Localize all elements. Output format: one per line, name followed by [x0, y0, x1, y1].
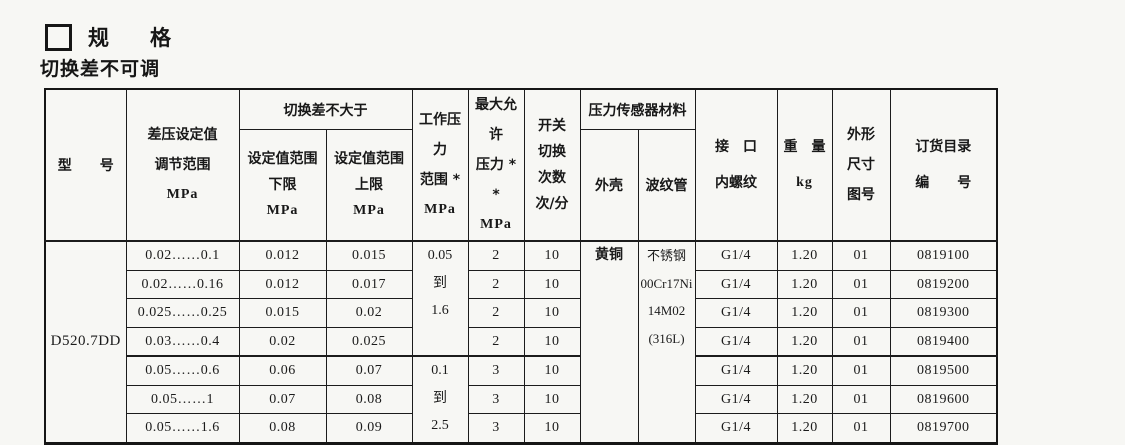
cell-freq: 10 [523, 298, 581, 328]
header-bellows: 波纹管 [637, 129, 696, 243]
cell-connection: G1/4 [694, 298, 778, 328]
cell-weight: 1.20 [776, 355, 833, 386]
cell-lower: 0.06 [238, 355, 327, 386]
cell-catalog: 0819300 [889, 298, 998, 328]
cell-weight: 1.20 [776, 384, 833, 414]
cell-lower: 0.08 [238, 413, 327, 444]
cell-weight: 1.20 [776, 298, 833, 328]
header-catalog-number: 订货目录 编 号 [889, 88, 998, 242]
header-upper-limit: 设定值范围 上限 MPa [325, 129, 413, 243]
cell-weight: 1.20 [776, 269, 833, 299]
cell-figure: 01 [831, 326, 891, 357]
header-setting-range: 差压设定值 调节范围 MPa [125, 88, 240, 242]
cell-weight: 1.20 [776, 413, 833, 444]
cell-upper: 0.02 [325, 298, 413, 328]
cell-max: 3 [467, 355, 525, 386]
header-connection: 接 口 内螺纹 [694, 88, 778, 242]
cell-range: 0.05……0.6 [125, 355, 240, 386]
cell-range: 0.02……0.16 [125, 269, 240, 299]
cell-range: 0.025……0.25 [125, 298, 240, 328]
cell-range: 0.05……1 [125, 384, 240, 414]
cell-upper: 0.07 [325, 355, 413, 386]
cell-weight: 1.20 [776, 240, 833, 271]
cell-catalog: 0819200 [889, 269, 998, 299]
housing-material-cell: 黄铜 [579, 240, 639, 444]
header-max-pressure: 最大允许 压力 * * MPa [467, 88, 525, 242]
table-row: 0.02……0.16 0.012 0.017 2 10 G1/4 1.20 01… [45, 269, 998, 299]
cell-figure: 01 [831, 355, 891, 386]
section-title-row: 规 格 [45, 22, 181, 52]
cell-max: 3 [467, 413, 525, 444]
header-switch-frequency: 开关 切换 次数 次/分 [523, 88, 581, 242]
table-row: 0.025……0.25 0.015 0.02 2 10 G1/4 1.20 01… [45, 298, 998, 328]
cell-catalog: 0819400 [889, 326, 998, 357]
cell-range: 0.05……1.6 [125, 413, 240, 444]
cell-upper: 0.08 [325, 384, 413, 414]
cell-connection: G1/4 [694, 269, 778, 299]
cell-freq: 10 [523, 269, 581, 299]
table-row: 0.05……1.6 0.08 0.09 3 10 G1/4 1.20 01 08… [45, 413, 998, 444]
cell-freq: 10 [523, 413, 581, 444]
subtitle: 切换差不可调 [40, 58, 161, 80]
cell-figure: 01 [831, 298, 891, 328]
cell-lower: 0.012 [238, 240, 327, 271]
cell-range: 0.02……0.1 [125, 240, 240, 271]
cell-catalog: 0819500 [889, 355, 998, 386]
cell-upper: 0.015 [325, 240, 413, 271]
cell-range: 0.03……0.4 [125, 326, 240, 357]
header-working-pressure: 工作压力 范围 * MPa [411, 88, 469, 242]
cell-lower: 0.02 [238, 326, 327, 357]
header-lower-limit: 设定值范围 下限 MPa [238, 129, 327, 243]
cell-freq: 10 [523, 384, 581, 414]
model-cell: D520.7DD [44, 240, 127, 444]
working-pressure-group1-cell: 0.05 到 1.6 [411, 240, 469, 357]
cell-max: 2 [467, 240, 525, 271]
header-drawing-number: 外形 尺寸 图号 [831, 88, 891, 242]
header-model: 型 号 [44, 88, 127, 242]
cell-connection: G1/4 [694, 355, 778, 386]
cell-connection: G1/4 [694, 384, 778, 414]
header-housing: 外壳 [579, 129, 639, 243]
cell-figure: 01 [831, 269, 891, 299]
square-checkbox-icon [45, 23, 72, 51]
header-switch-diff-group: 切换差不大于 [238, 88, 413, 131]
cell-connection: G1/4 [694, 240, 778, 271]
cell-lower: 0.015 [238, 298, 327, 328]
header-sensor-material-group: 压力传感器材料 [579, 88, 696, 131]
cell-catalog: 0819700 [889, 413, 998, 444]
table-row: 0.05……1 0.07 0.08 3 10 G1/4 1.20 01 0819… [45, 384, 998, 414]
cell-freq: 10 [523, 326, 581, 357]
cell-max: 2 [467, 298, 525, 328]
cell-freq: 10 [523, 240, 581, 271]
cell-connection: G1/4 [694, 326, 778, 357]
cell-figure: 01 [831, 240, 891, 271]
spec-table: 型 号 差压设定值 调节范围 MPa 切换差不大于 工作压力 范围 * MPa … [44, 88, 998, 445]
cell-catalog: 0819100 [889, 240, 998, 271]
table-row: 0.03……0.4 0.02 0.025 2 10 G1/4 1.20 01 0… [45, 326, 998, 357]
cell-upper: 0.017 [325, 269, 413, 299]
cell-lower: 0.012 [238, 269, 327, 299]
header-weight: 重 量 kg [776, 88, 833, 242]
table-row: 0.05……0.6 0.06 0.07 0.1 到 2.5 3 10 G1/4 … [45, 355, 998, 444]
cell-max: 2 [467, 326, 525, 357]
cell-lower: 0.07 [238, 384, 327, 414]
working-pressure-group2-cell: 0.1 到 2.5 [411, 355, 469, 444]
cell-figure: 01 [831, 413, 891, 444]
cell-weight: 1.20 [776, 326, 833, 357]
cell-connection: G1/4 [694, 413, 778, 444]
cell-catalog: 0819600 [889, 384, 998, 414]
table-row: D520.7DD 0.02……0.1 0.012 0.015 0.05 到 1.… [44, 240, 998, 444]
cell-max: 2 [467, 269, 525, 299]
bellows-material-cell: 不锈钢 00Cr17Ni 14M02 (316L) [637, 240, 696, 444]
section-title: 规 格 [88, 26, 181, 50]
cell-upper: 0.025 [325, 326, 413, 357]
cell-figure: 01 [831, 384, 891, 414]
cell-freq: 10 [523, 355, 581, 386]
cell-upper: 0.09 [325, 413, 413, 444]
cell-max: 3 [467, 384, 525, 414]
